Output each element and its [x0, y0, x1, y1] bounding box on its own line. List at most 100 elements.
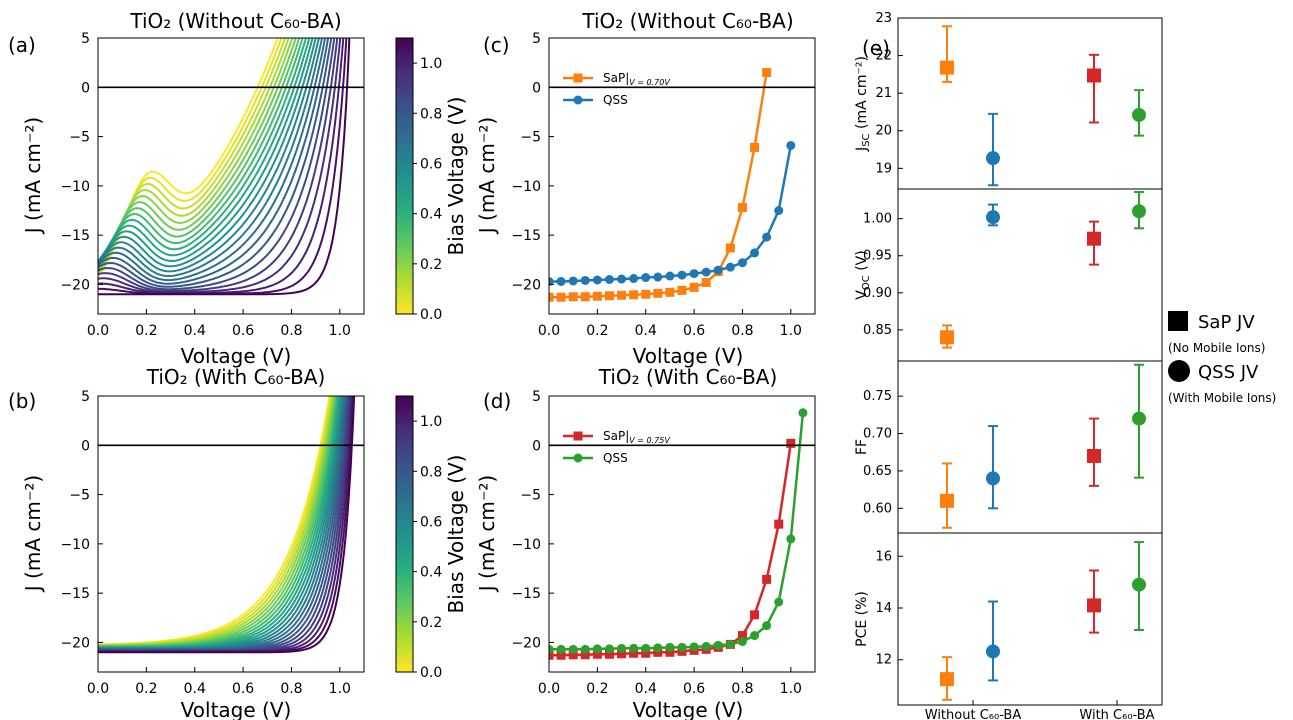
- panel-a-colorbar-ticks: 0.0 0.2 0.4 0.6 0.8 1.0: [413, 56, 442, 323]
- data-point: [617, 290, 627, 300]
- data-point: [549, 292, 554, 302]
- panel-a-title: TiO₂ (Without C₆₀-BA): [129, 9, 341, 33]
- colorbar-tick-label: 0.4: [420, 565, 442, 581]
- ytick-label: 0.65: [863, 464, 892, 479]
- panel-c-ytick-label: −10: [511, 179, 541, 195]
- panel-b-xtick-label: 1.0: [329, 681, 351, 697]
- bias-curve: [98, 38, 330, 285]
- panel-a-curve-set: [98, 38, 351, 296]
- mean-marker: [1087, 231, 1101, 246]
- bias-curve: [98, 38, 320, 273]
- panel-a-ytick-label: 0: [81, 80, 90, 96]
- panel-c-xtick-label: 0.0: [538, 323, 560, 339]
- series-line: [549, 72, 768, 299]
- data-point: [762, 621, 772, 631]
- data-point: [665, 287, 675, 297]
- subplot-pce: 12 14 16 PCE (%): [854, 532, 1163, 706]
- data-point: [556, 276, 566, 286]
- data-point: [750, 248, 760, 258]
- ytick-label: 20: [875, 124, 892, 139]
- data-point: [604, 649, 614, 659]
- data-point: [592, 275, 602, 285]
- panel-a-colorbar-label: Bias Voltage (V): [444, 97, 468, 256]
- mean-marker: [986, 644, 1000, 659]
- colorbar-tick-label: 0.6: [420, 514, 442, 530]
- legend-label: QSS: [603, 93, 628, 107]
- panel-a-xtick-label: 0.4: [184, 323, 206, 339]
- data-point: [617, 274, 627, 284]
- bias-curve: [98, 38, 283, 276]
- panel-c-ytick-label: −15: [511, 228, 541, 244]
- panel-c-axes: 0.0 0.2 0.4 0.6 0.8 1.0 5 0 −5 −10 −15 −20: [511, 31, 816, 339]
- bias-curve: [98, 38, 333, 288]
- panel-c-ytick-label: −5: [520, 130, 541, 146]
- panel-a-ytick-label: −5: [69, 130, 90, 146]
- ylabel-main: FF: [854, 439, 870, 455]
- point-sap: [940, 656, 954, 701]
- subplot-ylabel: FF: [854, 439, 870, 455]
- panel-a-xtick-label: 0.6: [232, 323, 254, 339]
- ytick-label: 23: [875, 11, 892, 26]
- panel-c-xtick-label: 0.8: [731, 323, 753, 339]
- data-point: [556, 644, 566, 654]
- panel-a-ylabel: J (mA cm⁻²): [21, 117, 45, 235]
- data-point: [725, 262, 735, 272]
- data-point: [786, 534, 796, 544]
- data-point: [786, 438, 796, 448]
- data-point: [580, 275, 590, 285]
- subplot-frame: [897, 17, 1163, 190]
- panel-c-ytick-label: −20: [511, 277, 541, 293]
- bias-curve: [98, 38, 304, 268]
- data-point: [653, 643, 663, 653]
- colorbar-tick-label: 0.6: [420, 156, 442, 172]
- mean-marker: [986, 151, 1000, 166]
- data-point: [629, 648, 639, 658]
- data-point: [629, 643, 639, 653]
- ytick-label: 12: [875, 653, 892, 668]
- legend-label: SaP JV: [1198, 312, 1255, 333]
- ytick-label: 19: [875, 161, 892, 176]
- data-point: [580, 292, 590, 302]
- panel-a-xtick-label: 0.0: [87, 323, 109, 339]
- mean-marker: [1132, 204, 1146, 219]
- legend-square-marker: [1168, 311, 1188, 331]
- panel-c-ytick-label: 0: [532, 80, 541, 96]
- panel-d-xtick-label: 0.6: [683, 681, 705, 697]
- panel-letter-b: (b): [8, 389, 36, 413]
- data-point: [701, 267, 711, 277]
- mean-marker: [986, 210, 1000, 225]
- panel-letter-d: (d): [483, 389, 511, 413]
- panel-a-colorbar: [395, 37, 414, 315]
- bias-curve: [98, 38, 301, 269]
- panel-b-colorbar: [395, 395, 414, 673]
- panel-c-frame: [548, 37, 816, 315]
- legend-label-main: SaP|: [603, 429, 629, 443]
- bias-curve: [98, 38, 311, 265]
- mean-marker: [1087, 448, 1101, 463]
- panel-a-ytick-label: −20: [60, 277, 90, 293]
- data-point: [568, 644, 578, 654]
- mean-marker: [1132, 107, 1146, 122]
- panel-letter-e: (e): [862, 36, 890, 60]
- panel-c-xtick-label: 0.6: [683, 323, 705, 339]
- panel-b-ylabel: J (mA cm⁻²): [21, 475, 45, 593]
- panel-c-xlabel: Voltage (V): [633, 344, 744, 368]
- ytick-label: 0.85: [863, 323, 892, 338]
- data-point: [665, 647, 675, 657]
- data-point: [689, 642, 699, 652]
- point-sap: [1087, 417, 1101, 487]
- point-qss: [1132, 89, 1146, 137]
- data-point: [641, 289, 651, 299]
- panel-c-curves: [549, 68, 796, 302]
- panel-c-xtick-label: 0.4: [635, 323, 657, 339]
- panel-b-title: TiO₂ (With C₆₀-BA): [146, 365, 326, 389]
- panel-a-xtick-label: 0.8: [280, 323, 302, 339]
- bias-curve: [98, 38, 339, 292]
- point-sap: [1087, 220, 1101, 266]
- data-point: [568, 292, 578, 302]
- data-point: [629, 274, 639, 284]
- data-point: [604, 291, 614, 301]
- panel-d-series-set: [549, 408, 808, 660]
